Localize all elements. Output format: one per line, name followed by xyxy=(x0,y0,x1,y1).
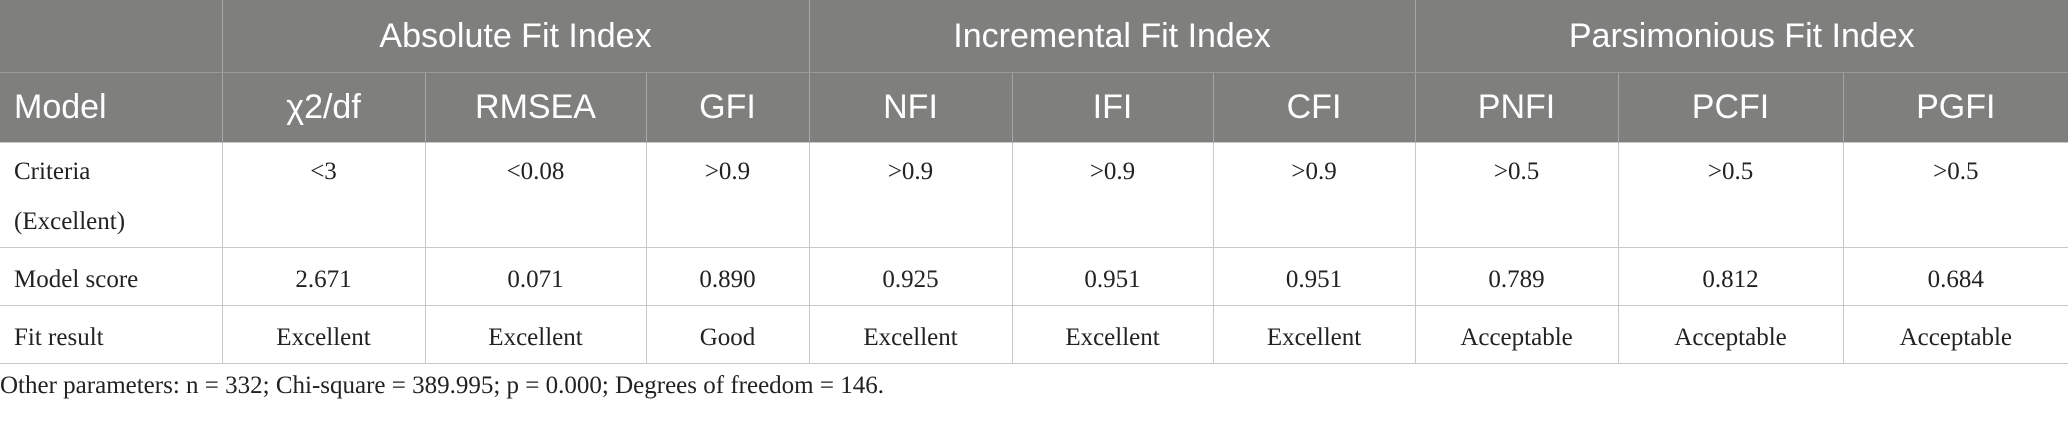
row-label: Fit result xyxy=(0,305,223,364)
table-cell: Acceptable xyxy=(1414,305,1619,364)
column-header: GFI xyxy=(645,72,810,143)
table-cell: >0.9 xyxy=(808,142,1013,248)
header-cell xyxy=(0,0,223,73)
table-cell: 0.789 xyxy=(1414,247,1619,306)
table-cell: >0.9 xyxy=(645,142,810,248)
table-cell: <3 xyxy=(221,142,426,248)
table-row: Model score 2.671 0.071 0.890 0.925 0.951 0.95… xyxy=(0,247,2068,306)
table-cell: <0.08 xyxy=(424,142,647,248)
column-header: CFI xyxy=(1212,72,1416,143)
table-cell: Excellent xyxy=(1212,305,1416,364)
table-cell: 0.684 xyxy=(1842,247,2068,306)
table-cell: 0.951 xyxy=(1011,247,1214,306)
table-cell: >0.5 xyxy=(1842,142,2068,248)
table-cell: 0.071 xyxy=(424,247,647,306)
row-label: Criteria (Excellent) xyxy=(0,142,223,248)
table-note: Other parameters: n = 332; Chi-square = … xyxy=(0,372,884,399)
table-cell: >0.9 xyxy=(1011,142,1214,248)
table-cell: Excellent xyxy=(424,305,647,364)
group-header: Incremental Fit Index xyxy=(808,0,1416,73)
row-label: Model score xyxy=(0,247,223,306)
group-header: Absolute Fit Index xyxy=(221,0,810,73)
table-cell: Good xyxy=(645,305,810,364)
table-cell: Acceptable xyxy=(1842,305,2068,364)
table-cell: 0.812 xyxy=(1617,247,1844,306)
column-header: χ2/df xyxy=(221,72,426,143)
column-header: PNFI xyxy=(1414,72,1619,143)
column-header: PGFI xyxy=(1842,72,2068,143)
table-cell: >0.9 xyxy=(1212,142,1416,248)
table-cell: Excellent xyxy=(1011,305,1214,364)
column-header: PCFI xyxy=(1617,72,1844,143)
table-cell: 2.671 xyxy=(221,247,426,306)
fit-table: Absolute Fit Index Incremental Fit Index P… xyxy=(0,0,2068,364)
column-header: RMSEA xyxy=(424,72,647,143)
table-cell: >0.5 xyxy=(1617,142,1844,248)
group-header-row: Absolute Fit Index Incremental Fit Index P… xyxy=(0,0,2068,73)
table-cell: Acceptable xyxy=(1617,305,1844,364)
table-row: Fit result Excellent Excellent Good Excellen… xyxy=(0,305,2068,364)
table-cell: 0.951 xyxy=(1212,247,1416,306)
table-cell: 0.925 xyxy=(808,247,1013,306)
column-header-row: Model χ2/df RMSEA GFI NFI IFI CFI PNFI PCFI PGFI xyxy=(0,72,2068,143)
column-header: IFI xyxy=(1011,72,1214,143)
table-cell: >0.5 xyxy=(1414,142,1619,248)
table-cell: 0.890 xyxy=(645,247,810,306)
table-cell: Excellent xyxy=(808,305,1013,364)
column-header: NFI xyxy=(808,72,1013,143)
column-header: Model xyxy=(0,72,223,143)
table-cell: Excellent xyxy=(221,305,426,364)
group-header: Parsimonious Fit Index xyxy=(1414,0,2068,73)
table-row: Criteria (Excellent) <3 <0.08 >0.9 >0.9 >0.9 >… xyxy=(0,142,2068,248)
